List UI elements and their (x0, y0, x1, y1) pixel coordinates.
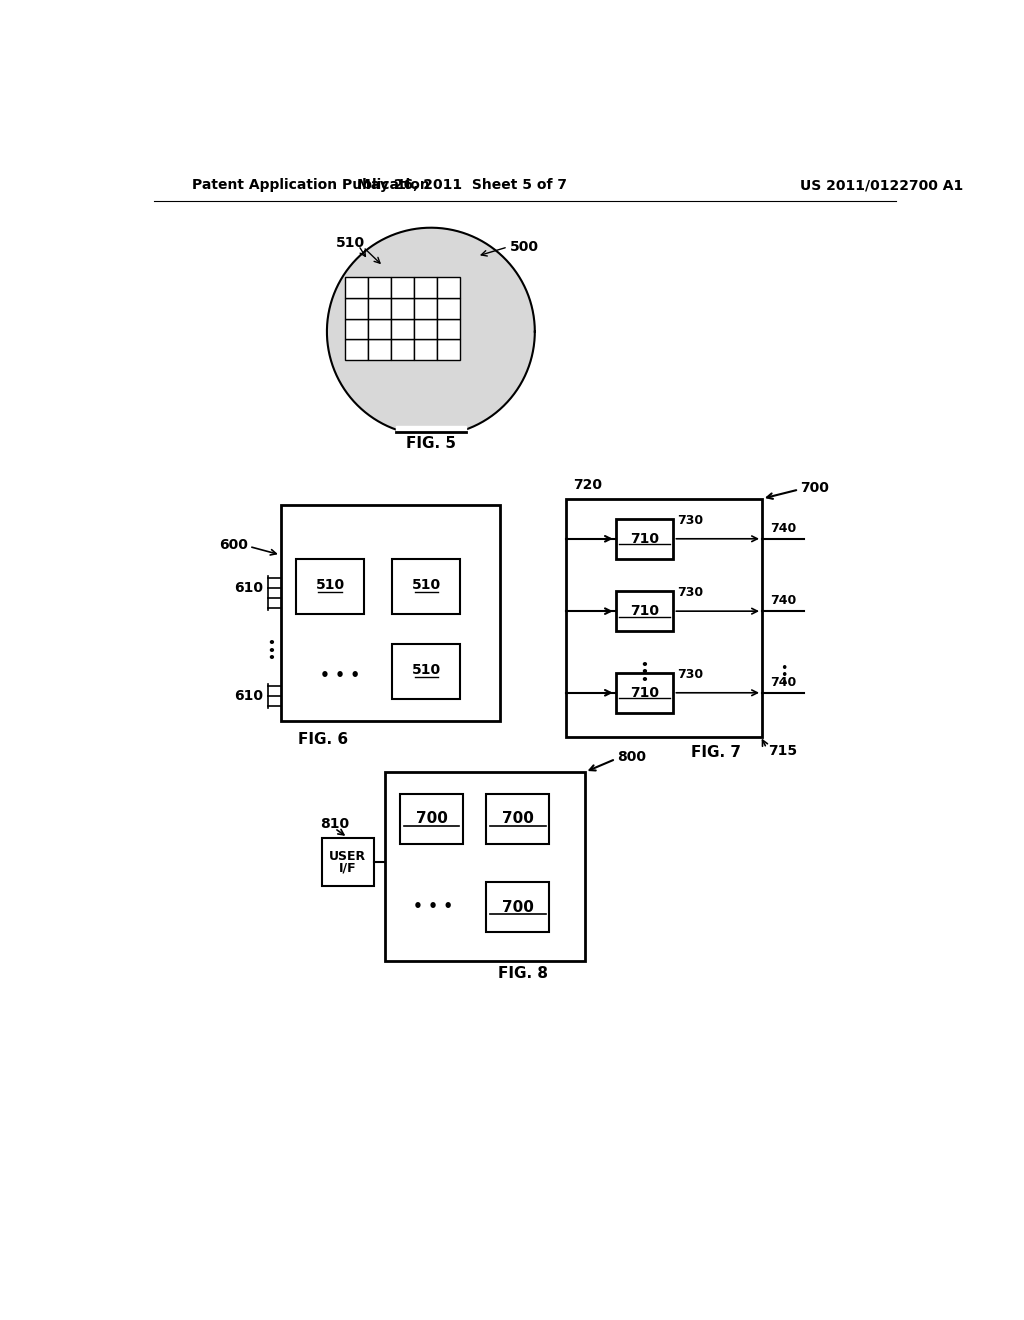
FancyBboxPatch shape (615, 673, 674, 713)
Text: 610: 610 (234, 689, 263, 702)
Text: US 2011/0122700 A1: US 2011/0122700 A1 (801, 178, 964, 193)
FancyBboxPatch shape (368, 298, 391, 318)
FancyBboxPatch shape (296, 558, 364, 614)
Text: 710: 710 (630, 605, 659, 618)
FancyBboxPatch shape (414, 339, 437, 360)
FancyBboxPatch shape (486, 882, 550, 932)
Text: FIG. 5: FIG. 5 (406, 436, 456, 451)
Text: • • •: • • • (319, 668, 360, 684)
FancyBboxPatch shape (391, 339, 414, 360)
Text: •: • (780, 677, 787, 690)
Text: 510: 510 (412, 578, 440, 591)
Text: •: • (780, 669, 787, 682)
Text: •: • (267, 638, 275, 649)
FancyBboxPatch shape (345, 339, 368, 360)
FancyBboxPatch shape (368, 277, 391, 298)
Text: 700: 700 (502, 812, 534, 826)
FancyBboxPatch shape (437, 277, 460, 298)
Text: 730: 730 (677, 668, 703, 681)
Text: I/F: I/F (339, 861, 356, 874)
Text: 700: 700 (502, 900, 534, 915)
FancyBboxPatch shape (368, 339, 391, 360)
Text: 710: 710 (630, 686, 659, 700)
FancyBboxPatch shape (414, 318, 437, 339)
Text: •: • (640, 675, 648, 686)
Text: 740: 740 (770, 594, 797, 607)
FancyBboxPatch shape (615, 591, 674, 631)
Text: •: • (780, 661, 787, 675)
FancyBboxPatch shape (437, 298, 460, 318)
FancyBboxPatch shape (368, 318, 391, 339)
FancyBboxPatch shape (345, 318, 368, 339)
Polygon shape (327, 228, 535, 436)
FancyBboxPatch shape (391, 318, 414, 339)
Text: 740: 740 (770, 676, 797, 689)
Text: • • •: • • • (413, 899, 454, 915)
Text: 720: 720 (572, 478, 602, 492)
Text: 715: 715 (768, 744, 798, 758)
FancyBboxPatch shape (391, 298, 414, 318)
Text: •: • (640, 667, 648, 680)
FancyBboxPatch shape (345, 298, 368, 318)
Text: 700: 700 (801, 480, 829, 495)
Text: FIG. 6: FIG. 6 (298, 733, 348, 747)
Text: 510: 510 (315, 578, 344, 591)
Text: •: • (640, 659, 648, 672)
Text: 510: 510 (336, 236, 365, 249)
FancyBboxPatch shape (565, 499, 762, 738)
Text: 510: 510 (412, 663, 440, 677)
Text: 610: 610 (234, 581, 263, 595)
Text: May 26, 2011  Sheet 5 of 7: May 26, 2011 Sheet 5 of 7 (356, 178, 566, 193)
Text: Patent Application Publication: Patent Application Publication (193, 178, 430, 193)
Text: 740: 740 (770, 521, 797, 535)
FancyBboxPatch shape (437, 318, 460, 339)
Text: FIG. 8: FIG. 8 (499, 965, 548, 981)
FancyBboxPatch shape (486, 793, 550, 843)
Text: USER: USER (329, 850, 367, 863)
FancyBboxPatch shape (414, 298, 437, 318)
Polygon shape (396, 426, 466, 436)
FancyBboxPatch shape (391, 277, 414, 298)
Text: 730: 730 (677, 513, 703, 527)
FancyBboxPatch shape (281, 506, 500, 721)
Text: 710: 710 (630, 532, 659, 545)
Text: 700: 700 (416, 812, 447, 826)
Text: 810: 810 (321, 817, 349, 832)
Text: 500: 500 (509, 240, 539, 253)
Text: FIG. 7: FIG. 7 (691, 746, 740, 760)
Text: •: • (267, 644, 275, 657)
FancyBboxPatch shape (615, 519, 674, 558)
Text: 800: 800 (617, 751, 646, 764)
FancyBboxPatch shape (392, 558, 460, 614)
FancyBboxPatch shape (322, 838, 374, 886)
FancyBboxPatch shape (400, 793, 463, 843)
FancyBboxPatch shape (437, 339, 460, 360)
FancyBboxPatch shape (392, 644, 460, 700)
Text: 730: 730 (677, 586, 703, 599)
FancyBboxPatch shape (345, 277, 368, 298)
FancyBboxPatch shape (414, 277, 437, 298)
Text: •: • (267, 652, 275, 665)
Text: 600: 600 (219, 539, 248, 552)
FancyBboxPatch shape (385, 772, 585, 961)
